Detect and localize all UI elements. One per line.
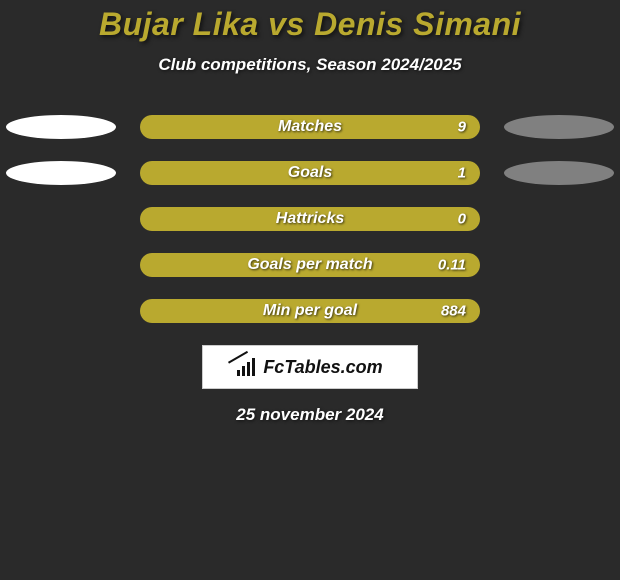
left-ellipse (6, 253, 116, 277)
left-ellipse (6, 299, 116, 323)
brand-box: FcTables.com (202, 345, 418, 389)
stat-row: Goals 1 (0, 161, 620, 185)
right-ellipse (504, 161, 614, 185)
right-ellipse (504, 299, 614, 323)
stat-label: Matches (278, 118, 342, 136)
stat-value: 9 (458, 119, 466, 136)
date-caption: 25 november 2024 (0, 405, 620, 425)
brand-chart-icon (237, 358, 259, 376)
right-ellipse (504, 207, 614, 231)
right-ellipse (504, 115, 614, 139)
infographic-container: Bujar Lika vs Denis Simani Club competit… (0, 0, 620, 580)
right-ellipse (504, 253, 614, 277)
stat-bar: Goals per match 0.11 (140, 253, 480, 277)
page-title: Bujar Lika vs Denis Simani (0, 6, 620, 43)
left-ellipse (6, 161, 116, 185)
left-ellipse (6, 207, 116, 231)
left-ellipse (6, 115, 116, 139)
stat-bar: Goals 1 (140, 161, 480, 185)
stat-label: Min per goal (263, 302, 357, 320)
stat-value: 0 (458, 211, 466, 228)
stat-value: 0.11 (438, 257, 466, 274)
stat-row: Min per goal 884 (0, 299, 620, 323)
stat-value: 884 (441, 303, 466, 320)
brand-text: FcTables.com (263, 357, 382, 378)
stat-label: Goals per match (247, 256, 372, 274)
stat-label: Goals (288, 164, 332, 182)
stat-bar: Hattricks 0 (140, 207, 480, 231)
stat-row: Hattricks 0 (0, 207, 620, 231)
stat-label: Hattricks (276, 210, 344, 228)
stat-bar: Matches 9 (140, 115, 480, 139)
stat-row: Goals per match 0.11 (0, 253, 620, 277)
stats-list: Matches 9 Goals 1 Hattricks 0 Goals per match 0… (0, 115, 620, 323)
stat-value: 1 (458, 165, 466, 182)
subtitle: Club competitions, Season 2024/2025 (0, 55, 620, 75)
stat-bar: Min per goal 884 (140, 299, 480, 323)
stat-row: Matches 9 (0, 115, 620, 139)
